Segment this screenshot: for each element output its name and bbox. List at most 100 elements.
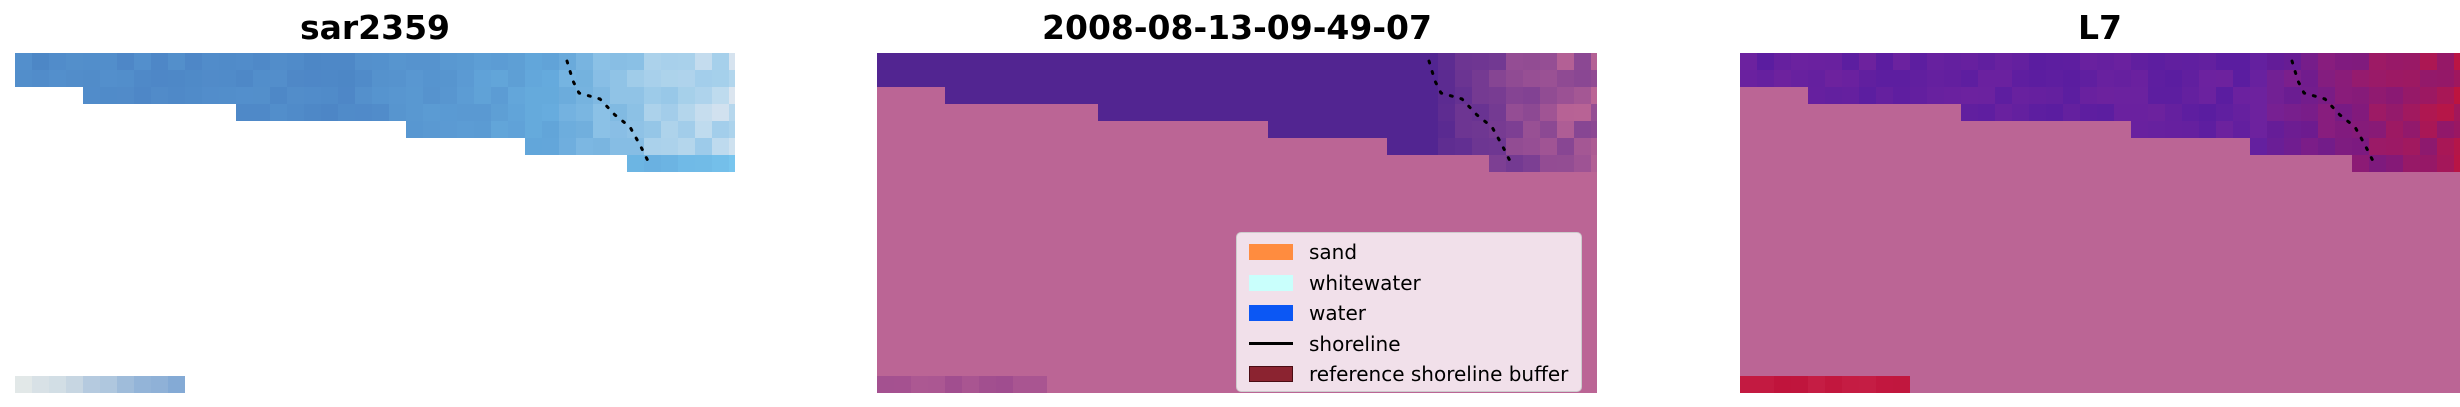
rgb-pixel	[695, 87, 712, 104]
l7-pixel	[1944, 70, 1961, 87]
class-pixel	[1523, 70, 1540, 87]
class-pixel	[1370, 70, 1387, 87]
l7-pixel	[1825, 376, 1842, 393]
rgb-pixel	[117, 53, 134, 70]
rgb-pixel	[729, 104, 735, 121]
l7-pixel	[1995, 53, 2012, 70]
rgb-pixel	[15, 376, 32, 393]
class-pixel	[979, 87, 996, 104]
l7-pixel	[2063, 53, 2080, 70]
rgb-pixel	[542, 104, 559, 121]
class-pixel	[1115, 53, 1132, 70]
l7-pixel	[1757, 70, 1774, 87]
l7-pixel	[1791, 70, 1808, 87]
rgb-pixel	[83, 53, 100, 70]
rgb-pixel	[627, 138, 644, 155]
l7-pixel	[2386, 104, 2403, 121]
rgb-pixel	[593, 104, 610, 121]
class-pixel	[1217, 70, 1234, 87]
class-pixel	[1591, 121, 1597, 138]
class-pixel	[1489, 53, 1506, 70]
l7-pixel	[2403, 87, 2420, 104]
legend-label-shoreline: shoreline	[1309, 331, 1401, 356]
classified-pixel-grid	[877, 53, 1597, 393]
classified-image-raster	[877, 53, 1597, 393]
l7-pixel	[2165, 87, 2182, 104]
panel-classified-image	[877, 53, 1597, 393]
rgb-pixel	[15, 53, 32, 70]
l7-pixel	[2284, 138, 2301, 155]
class-pixel	[1234, 87, 1251, 104]
class-pixel	[1200, 87, 1217, 104]
rgb-pixel	[406, 87, 423, 104]
rgb-pixel	[593, 87, 610, 104]
rgb-pixel	[406, 104, 423, 121]
l7-pixel	[2114, 53, 2131, 70]
class-pixel	[1098, 53, 1115, 70]
l7-pixel	[2216, 121, 2233, 138]
l7-pixel	[2386, 70, 2403, 87]
l7-pixel	[2301, 53, 2318, 70]
legend-label-sand: sand	[1309, 240, 1358, 265]
rgb-pixel	[474, 87, 491, 104]
rgb-pixel	[134, 376, 151, 393]
legend-label-whitewater: whitewater	[1309, 270, 1421, 295]
rgb-pixel	[678, 104, 695, 121]
l7-pixel	[2437, 121, 2454, 138]
class-pixel	[1404, 87, 1421, 104]
l7-pixel	[2080, 70, 2097, 87]
l7-pixel	[2454, 138, 2460, 155]
class-pixel	[1455, 138, 1472, 155]
l7-pixel	[1961, 70, 1978, 87]
l7-pixel	[1893, 53, 1910, 70]
l7-pixel	[2352, 121, 2369, 138]
rgb-pixel	[712, 104, 729, 121]
rgb-pixel	[525, 121, 542, 138]
rgb-pixel	[440, 121, 457, 138]
rgb-pixel	[559, 104, 576, 121]
rgb-pixel	[508, 104, 525, 121]
shoreline-trace	[1427, 59, 1514, 167]
panel-title-rgb: sar2359	[299, 8, 451, 47]
class-pixel	[1132, 70, 1149, 87]
class-pixel	[1251, 70, 1268, 87]
rgb-pixel	[321, 87, 338, 104]
rgb-pixel	[423, 53, 440, 70]
class-pixel	[1557, 87, 1574, 104]
rgb-pixel	[100, 376, 117, 393]
class-pixel	[1455, 87, 1472, 104]
rgb-pixel	[304, 70, 321, 87]
class-pixel	[1523, 87, 1540, 104]
rgb-pixel	[100, 53, 117, 70]
class-pixel	[1013, 53, 1030, 70]
rgb-pixel	[202, 70, 219, 87]
rgb-pixel	[695, 70, 712, 87]
rgb-pixel	[321, 53, 338, 70]
l7-pixel	[1791, 376, 1808, 393]
l7-pixel	[2012, 87, 2029, 104]
class-pixel	[1183, 104, 1200, 121]
l7-pixel	[2352, 104, 2369, 121]
rgb-pixel	[168, 70, 185, 87]
rgb-pixel	[406, 70, 423, 87]
l7-pixel	[1961, 53, 1978, 70]
class-pixel	[962, 87, 979, 104]
class-pixel	[979, 53, 996, 70]
l7-pixel	[1825, 70, 1842, 87]
l7-pixel	[1740, 53, 1757, 70]
rgb-pixel	[542, 87, 559, 104]
rgb-pixel	[219, 70, 236, 87]
l7-pixel	[2046, 70, 2063, 87]
rgb-pixel	[440, 87, 457, 104]
l7-pixel	[1876, 87, 1893, 104]
rgb-pixel	[525, 104, 542, 121]
rgb-pixel	[474, 121, 491, 138]
class-pixel	[1200, 53, 1217, 70]
l7-pixel	[2352, 70, 2369, 87]
rgb-pixel	[559, 87, 576, 104]
l7-pixel	[2454, 121, 2460, 138]
l7-pixel	[2233, 70, 2250, 87]
l7-pixel	[2012, 70, 2029, 87]
rgb-pixel	[49, 70, 66, 87]
l7-pixel	[2165, 121, 2182, 138]
